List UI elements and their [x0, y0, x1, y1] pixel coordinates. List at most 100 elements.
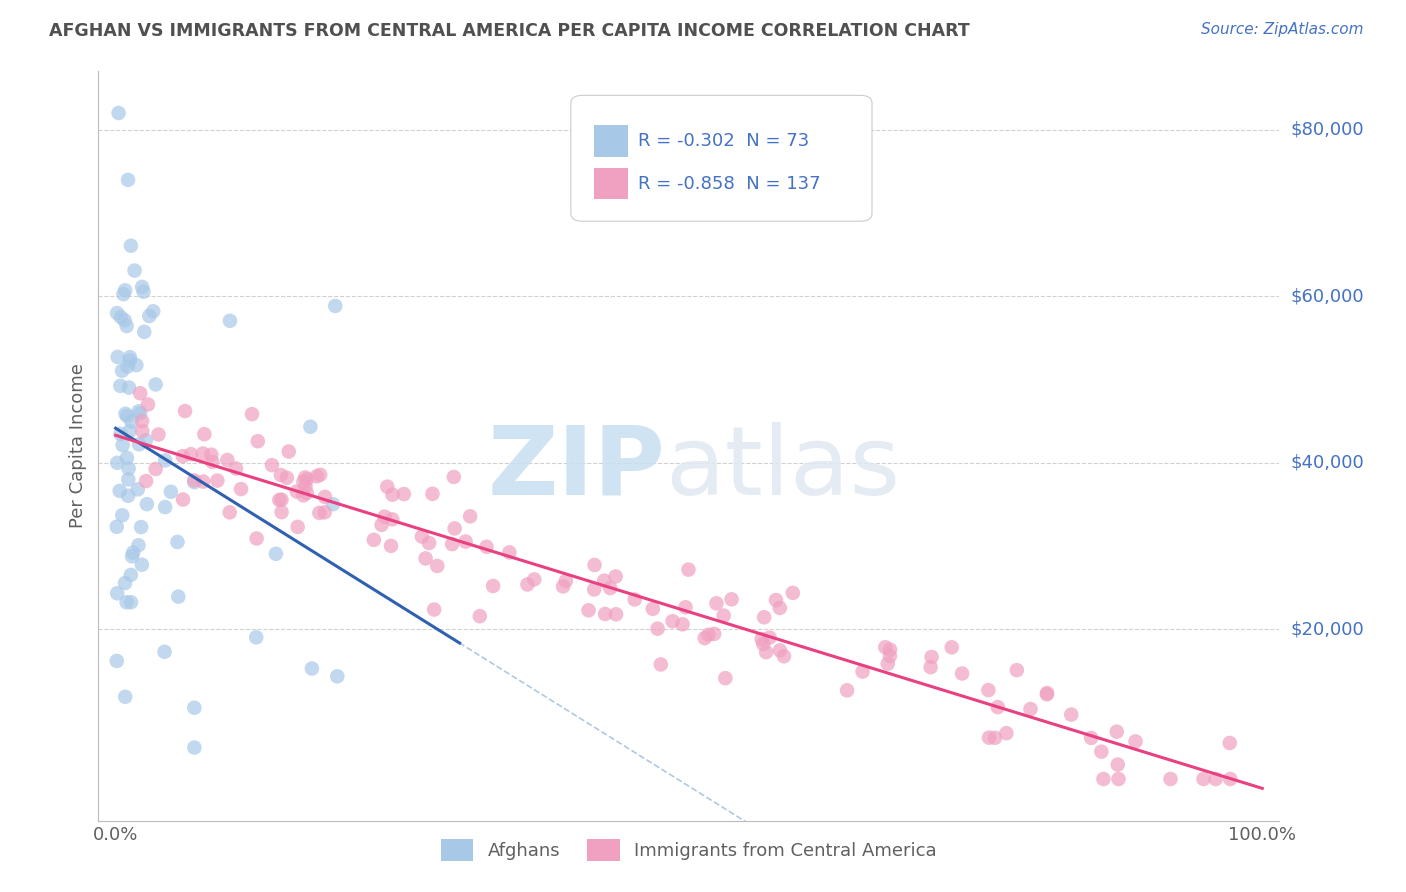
Point	[191, 446, 214, 460]
Point	[270, 492, 292, 507]
Point	[308, 506, 330, 520]
Point	[984, 731, 1007, 745]
Point	[921, 649, 943, 664]
Point	[134, 325, 156, 339]
Point	[112, 287, 135, 301]
Point	[114, 283, 136, 297]
Point	[180, 447, 202, 461]
Point	[114, 576, 136, 591]
Point	[166, 535, 188, 549]
Point	[117, 489, 139, 503]
Point	[752, 610, 775, 624]
Point	[675, 600, 697, 615]
Point	[111, 438, 134, 452]
Point	[270, 468, 292, 483]
Point	[441, 537, 464, 551]
Point	[115, 319, 138, 334]
Point	[219, 314, 242, 328]
Point	[153, 645, 176, 659]
Point	[132, 285, 155, 299]
Point	[145, 462, 167, 476]
Point	[1219, 772, 1241, 786]
Point	[323, 299, 346, 313]
Point	[118, 424, 141, 438]
Point	[1060, 707, 1083, 722]
Point	[623, 592, 645, 607]
Point	[117, 461, 139, 475]
Point	[835, 683, 858, 698]
Point	[482, 579, 505, 593]
Point	[468, 609, 491, 624]
Point	[309, 467, 332, 482]
Point	[292, 488, 315, 502]
Point	[118, 353, 141, 368]
Point	[183, 474, 205, 488]
Point	[240, 407, 263, 421]
Point	[128, 437, 150, 451]
Point	[605, 569, 627, 583]
Point	[426, 558, 449, 573]
Point	[107, 106, 129, 120]
Point	[114, 690, 136, 704]
Point	[950, 666, 973, 681]
Point	[193, 475, 215, 489]
Point	[714, 671, 737, 685]
Point	[120, 238, 142, 252]
Point	[218, 505, 240, 519]
Point	[314, 505, 336, 519]
Legend: Afghans, Immigrants from Central America: Afghans, Immigrants from Central America	[433, 831, 945, 868]
Point	[172, 492, 194, 507]
Point	[105, 306, 128, 320]
Point	[879, 648, 901, 663]
Text: $80,000: $80,000	[1291, 120, 1364, 138]
Point	[121, 549, 143, 564]
Point	[225, 461, 247, 475]
Point	[131, 424, 153, 438]
Point	[217, 453, 239, 467]
Point	[105, 520, 128, 534]
Point	[122, 545, 145, 559]
Point	[135, 497, 157, 511]
Point	[155, 453, 177, 467]
Point	[752, 637, 775, 651]
Point	[554, 574, 576, 588]
Point	[650, 657, 672, 672]
Point	[127, 483, 149, 497]
Point	[111, 508, 134, 523]
Point	[995, 726, 1018, 740]
Point	[551, 579, 574, 593]
Point	[110, 379, 132, 393]
Point	[174, 404, 197, 418]
Point	[641, 602, 664, 616]
Text: $20,000: $20,000	[1291, 620, 1364, 638]
Point	[987, 700, 1010, 714]
Point	[105, 456, 128, 470]
Point	[111, 364, 134, 378]
Point	[920, 660, 942, 674]
Point	[120, 567, 142, 582]
Text: ZIP: ZIP	[488, 422, 665, 515]
Point	[443, 470, 465, 484]
Text: atlas: atlas	[665, 422, 900, 515]
Point	[1219, 736, 1241, 750]
Point	[326, 669, 349, 683]
Point	[114, 407, 136, 421]
Point	[583, 558, 606, 572]
Point	[769, 601, 792, 615]
Point	[593, 574, 616, 588]
Point	[454, 534, 477, 549]
Point	[1019, 702, 1042, 716]
Bar	[595, 125, 627, 157]
Point	[671, 617, 693, 632]
Point	[129, 406, 152, 420]
Point	[118, 350, 141, 364]
Point	[125, 358, 148, 372]
Point	[148, 427, 170, 442]
Point	[277, 444, 299, 458]
Point	[124, 263, 146, 277]
Point	[458, 509, 481, 524]
Point	[578, 603, 600, 617]
Point	[758, 631, 780, 645]
Point	[160, 484, 183, 499]
Point	[305, 469, 328, 483]
